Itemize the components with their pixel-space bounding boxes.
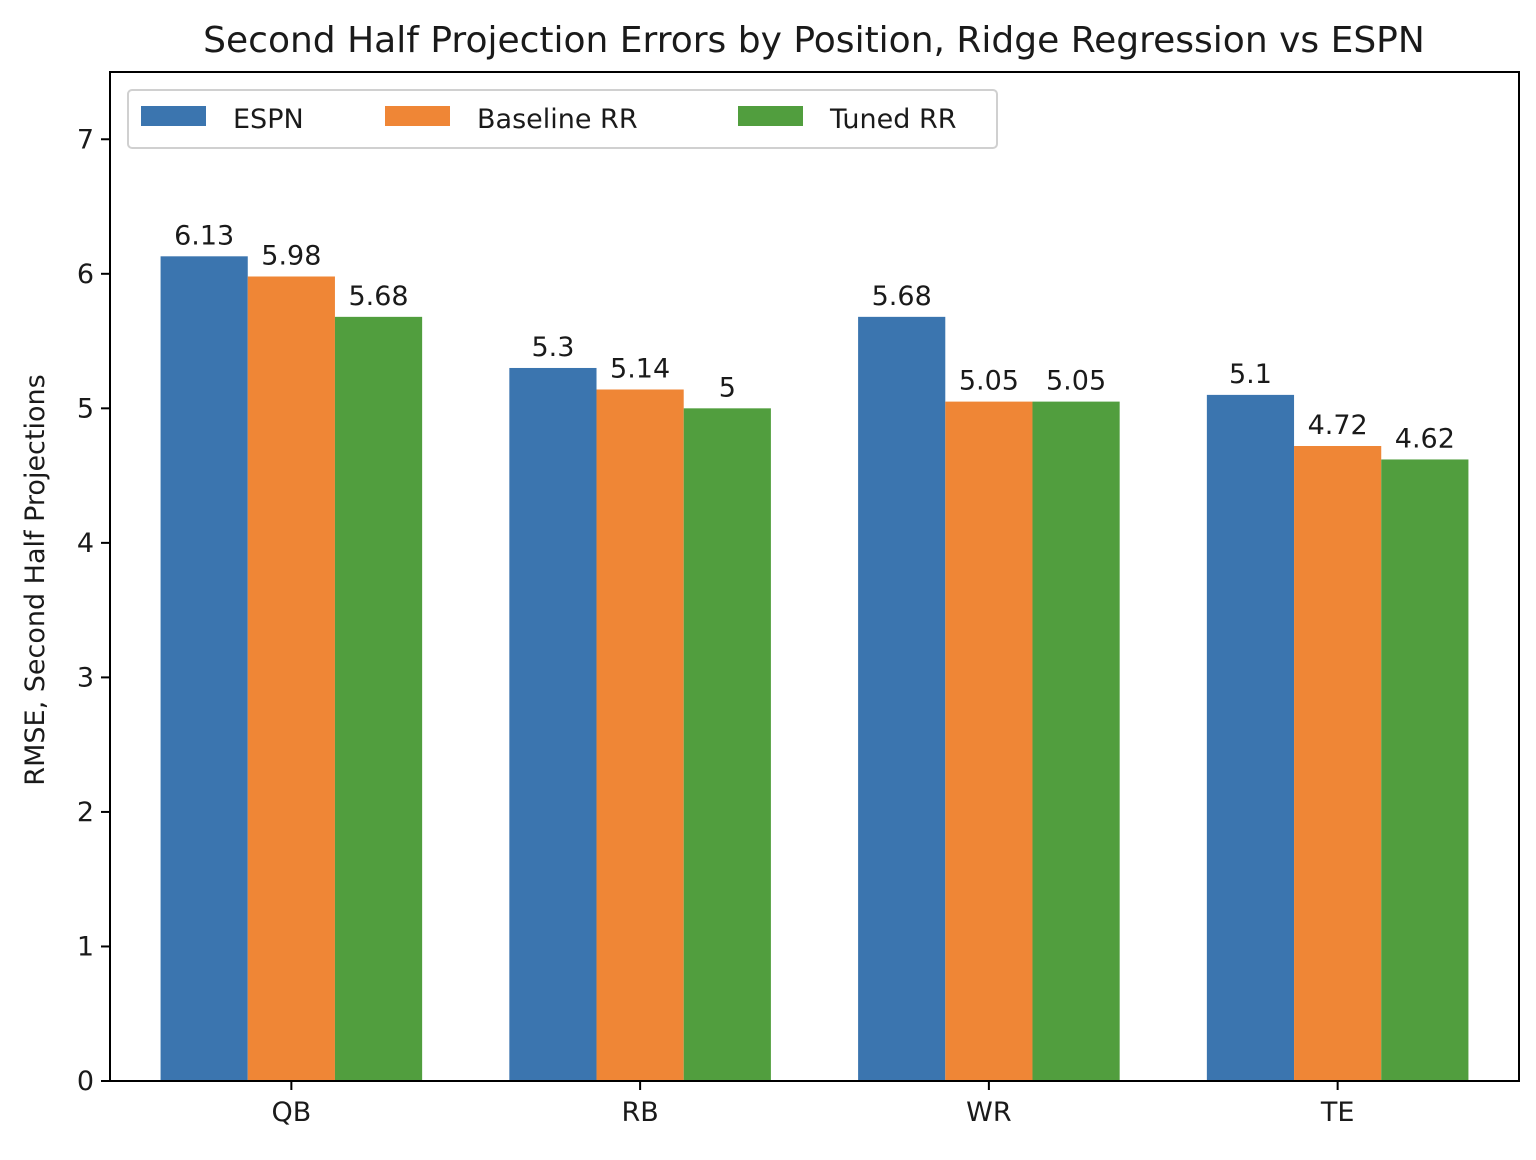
bar-espn-rb bbox=[509, 367, 597, 1082]
y-tick-label: 7 bbox=[77, 124, 94, 155]
bar-baseline-rr-qb bbox=[247, 276, 335, 1081]
y-tick-label: 3 bbox=[77, 662, 94, 693]
bar-tuned-rr-te bbox=[1381, 459, 1469, 1082]
bar-espn-te bbox=[1206, 394, 1295, 1081]
bar-value-label: 4.72 bbox=[1308, 410, 1368, 441]
value-labels-layer: 6.13 5.3 5.68 5.1 5.98 5.14 5.05 4.72 5.68 5 5.05 4… bbox=[174, 220, 1455, 454]
bar-value-label: 6.13 bbox=[174, 220, 234, 251]
x-tick-label: TE bbox=[1320, 1097, 1355, 1128]
bar-value-label: 5.05 bbox=[1046, 366, 1106, 397]
bar-baseline-rr-te bbox=[1294, 446, 1382, 1081]
bar-espn-qb bbox=[160, 256, 248, 1081]
bar-value-label: 5.1 bbox=[1229, 359, 1272, 390]
bar-tuned-rr-rb bbox=[683, 408, 771, 1082]
x-tick-label: QB bbox=[271, 1097, 311, 1128]
axes-layer: 0 1 2 3 4 5 6 7 QB RB WR TE bbox=[77, 71, 1520, 1128]
y-tick-label: 1 bbox=[77, 931, 94, 962]
legend-box bbox=[127, 89, 998, 149]
bar-value-label: 5.68 bbox=[872, 281, 932, 312]
bar-value-label: 4.62 bbox=[1395, 423, 1455, 454]
bar-value-label: 5.14 bbox=[610, 354, 670, 385]
bar-baseline-rr-wr bbox=[945, 401, 1033, 1081]
bar-value-label: 5.3 bbox=[531, 332, 574, 363]
legend-swatch-tuned-rr bbox=[738, 106, 803, 126]
bar-value-label: 5.68 bbox=[348, 281, 408, 312]
bar-baseline-rr-rb bbox=[596, 389, 684, 1081]
chart-title: Second Half Projection Errors by Positio… bbox=[203, 20, 1425, 61]
bar-tuned-rr-wr bbox=[1032, 401, 1120, 1081]
bar-value-label: 5.05 bbox=[959, 366, 1019, 397]
y-tick-label: 4 bbox=[77, 528, 94, 559]
y-tick-label: 6 bbox=[77, 259, 94, 290]
y-tick-label: 5 bbox=[77, 393, 94, 424]
y-tick-label: 2 bbox=[77, 797, 94, 828]
legend-swatch-baseline-rr bbox=[385, 106, 450, 126]
bar-tuned-rr-qb bbox=[334, 316, 423, 1082]
x-tick-label: RB bbox=[621, 1097, 658, 1128]
bar-value-label: 5 bbox=[719, 372, 736, 403]
legend-label: Tuned RR bbox=[829, 104, 956, 135]
x-tick-label: WR bbox=[966, 1097, 1011, 1128]
bar-espn-wr bbox=[858, 316, 946, 1082]
bars-layer bbox=[160, 256, 1469, 1082]
legend: ESPN Baseline RR Tuned RR bbox=[127, 89, 998, 149]
legend-label: ESPN bbox=[233, 104, 304, 135]
legend-swatch-espn bbox=[141, 106, 206, 126]
legend-label: Baseline RR bbox=[477, 104, 638, 135]
bar-value-label: 5.98 bbox=[261, 240, 321, 271]
y-axis-label: RMSE, Second Half Projections bbox=[20, 374, 51, 785]
plot-frame bbox=[109, 71, 1520, 1082]
y-tick-label: 0 bbox=[77, 1066, 94, 1097]
